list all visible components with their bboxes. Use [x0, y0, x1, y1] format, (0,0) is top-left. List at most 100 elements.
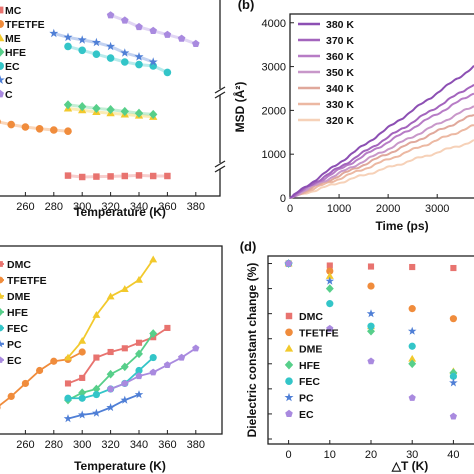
panel-b-series-380k — [289, 65, 474, 199]
panel-d-point-dmc — [450, 264, 457, 272]
panel-d-xtick-label: 10 — [324, 449, 336, 461]
panel-b-legend-label: 380 K — [326, 19, 354, 31]
panel-b-xtick-label: 3000 — [425, 203, 449, 215]
panel-d-point-pc — [366, 309, 376, 318]
panel-a-point-dmc — [149, 172, 157, 180]
panel-b-series-340k — [289, 113, 474, 199]
panel-d-legend-marker-tfetfe — [285, 328, 293, 337]
panel-c-point-hfe — [135, 349, 143, 359]
panel-a-xtick-label: 360 — [158, 201, 176, 213]
panel-c-point-ec — [107, 385, 115, 393]
panel-a-xtick-label: 340 — [130, 201, 148, 213]
panel-c-xtick-label: 360 — [158, 439, 176, 451]
panel-d-xtick-label: 0 — [286, 449, 292, 461]
panel-d-legend-label: DME — [299, 344, 322, 356]
panel-c-point-ec — [178, 353, 186, 361]
panel-c-point-tfetfe — [21, 379, 29, 388]
panel-a-point-hfe — [63, 100, 73, 110]
panel-c-point-hfe — [106, 369, 115, 379]
panel-a-xtick-label: 300 — [73, 201, 91, 213]
panel-d-point-dmc — [409, 263, 416, 271]
panel-d-point-tfetfe — [449, 315, 457, 323]
panel-b-legend-label: 330 K — [326, 99, 354, 111]
panel-d-point-pc — [449, 378, 458, 387]
panel-c-point-pc — [106, 403, 115, 412]
panel-c-point-tfetfe — [50, 357, 58, 365]
panel-d-xtick-label: 20 — [365, 449, 377, 461]
panel-d-legend-label: DMC — [299, 311, 323, 323]
panel-c-point-tfetfe — [36, 366, 44, 375]
panel-c-xtick-label: 380 — [187, 439, 205, 451]
panel-a-point-tfetfe — [50, 126, 58, 134]
panel-a-legend-label: ME — [5, 33, 21, 45]
panel-c-point-hfe — [120, 362, 129, 372]
panel-c-point-ec — [192, 344, 200, 352]
panel-d-legend-label: TFETFE — [299, 327, 339, 339]
panel-d-point-ec — [449, 412, 457, 420]
panel-c-point-hfe — [149, 329, 158, 338]
panel-d-point-tfetfe — [326, 267, 334, 275]
panel-c-point-ec — [149, 368, 157, 376]
panel-a-legend-marker-dme — [0, 33, 5, 42]
panel-b-series-350k — [289, 105, 474, 199]
panel-a-point-ec — [177, 34, 186, 42]
panel-a-point-dmc — [78, 173, 86, 181]
panel-b-ytick-label: 2000 — [262, 105, 286, 117]
panel-c-point-tfetfe — [7, 392, 15, 400]
panel-a-point-fec — [92, 50, 101, 58]
panel-c-point-pc — [120, 395, 130, 404]
panel-c-point-dme — [78, 336, 87, 344]
panel-a-point-dmc — [107, 173, 114, 180]
panel-c-legend-label: TFETFE — [7, 275, 47, 287]
panel-a-legend-marker-hfe — [0, 47, 5, 57]
panel-d-point-fec — [367, 322, 375, 330]
panel-a-axes — [0, 0, 221, 197]
panel-a-point-hfe — [134, 108, 144, 118]
panel-a-point-pc — [106, 41, 116, 51]
panel-d-legend-marker-pc — [284, 392, 294, 402]
panel-d-xtick-label: 30 — [406, 449, 418, 461]
panel-c-legend-marker-hfe — [0, 307, 4, 317]
panel-a-point-dmc — [121, 172, 129, 180]
panel-c-point-fec — [92, 390, 100, 399]
panel-a-xtick-label: 380 — [187, 201, 205, 213]
panel-d-legend-label: FEC — [299, 376, 320, 388]
panel-a-point-tfetfe — [21, 123, 30, 131]
panel-b-legend-label: 350 K — [326, 67, 354, 79]
panel-c-point-hfe — [78, 388, 87, 398]
panel-a-point-fec — [64, 42, 72, 51]
panel-c-point-dme — [120, 285, 129, 292]
panel-c-legend-label: DME — [7, 291, 30, 303]
panel-a-point-dmc — [164, 172, 171, 180]
panel-d-letter: (d) — [240, 239, 257, 254]
panel-a-legend-label: C — [5, 75, 13, 87]
panel-a-xtick-label: 260 — [16, 201, 34, 213]
panel-a-point-ec — [149, 26, 157, 34]
panel-b-legend-label: 370 K — [326, 35, 354, 47]
panel-d-point-ec — [285, 259, 293, 267]
panel-a-point-pc — [91, 37, 101, 47]
panel-a-legend-label: TFETFE — [5, 19, 45, 31]
panel-c-point-fec — [64, 394, 72, 402]
panel-a-point-ec — [135, 22, 143, 31]
panel-c-legend-marker-fec — [0, 324, 4, 332]
panel-d-legend-marker-dme — [284, 344, 294, 352]
panel-a-legend-marker-fec — [0, 62, 4, 70]
panel-c-point-hfe — [92, 384, 101, 394]
panel-a-axis-break-mark — [214, 91, 226, 99]
panel-c-xtick-label: 260 — [16, 439, 34, 451]
panel-a-axis-break-mark — [214, 86, 226, 94]
panel-d-point-dmc — [367, 263, 375, 270]
panel-b-letter: (b) — [238, 0, 255, 12]
panel-a-point-hfe — [120, 106, 129, 116]
panel-c-point-dmc — [135, 339, 143, 346]
panel-d-xlabel: △T (K) — [391, 459, 429, 473]
panel-d-point-dmc — [326, 262, 333, 269]
panel-a-point-ec — [163, 30, 172, 38]
panel-d-point-ec — [326, 324, 334, 332]
panel-c-legend-label: PC — [7, 339, 22, 351]
panel-d-legend-marker-fec — [285, 377, 293, 386]
panel-a-xlabel: Temperature (K) — [74, 205, 166, 219]
panel-a-axis-break-mark — [214, 165, 226, 173]
